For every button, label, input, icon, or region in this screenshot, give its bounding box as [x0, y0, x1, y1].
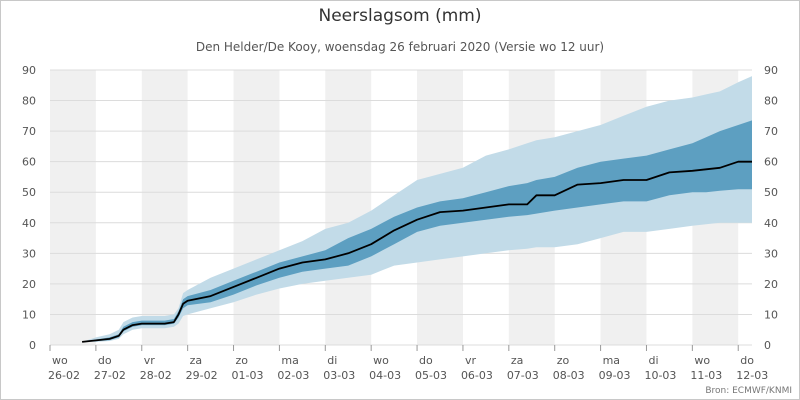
x-tick-day: zo: [236, 354, 249, 367]
day-stripe: [325, 70, 372, 345]
x-tick-date: 26-02: [48, 369, 80, 382]
inner-band: [82, 120, 753, 342]
x-tick-day: wo: [373, 354, 389, 367]
x-tick-day: ma: [603, 354, 620, 367]
x-tick-date: 07-03: [507, 369, 539, 382]
x-tick-day: za: [511, 354, 524, 367]
chart-title: Neerslagsom (mm): [318, 6, 482, 26]
chart-subtitle: Den Helder/De Kooy, woensdag 26 februari…: [195, 40, 605, 54]
x-tick-date: 10-03: [644, 369, 676, 382]
day-stripe: [50, 70, 96, 345]
y-tick-label: 0: [29, 339, 36, 352]
y-tick-label: 50: [22, 186, 36, 199]
y-tick-label: 80: [22, 95, 36, 108]
x-tick-day: wo: [694, 354, 710, 367]
y-tick-label-right: 10: [764, 308, 778, 321]
x-tick-day: di: [648, 354, 658, 367]
x-tick-day: do: [419, 354, 433, 367]
y-tick-label: 70: [22, 125, 36, 138]
x-tick-date: 08-03: [553, 369, 585, 382]
x-tick-date: 09-03: [599, 369, 631, 382]
x-tick-day: za: [190, 354, 203, 367]
x-tick-date: 04-03: [369, 369, 401, 382]
x-tick-date: 06-03: [461, 369, 493, 382]
x-tick-day: vr: [144, 354, 156, 367]
y-tick-label-right: 60: [764, 156, 778, 169]
y-tick-label-right: 70: [764, 125, 778, 138]
x-tick-date: 03-03: [323, 369, 355, 382]
x-tick-date: 11-03: [690, 369, 722, 382]
x-tick-date: 05-03: [415, 369, 447, 382]
day-stripe: [141, 70, 188, 345]
y-tick-label: 20: [22, 278, 36, 291]
y-axis-left: 0 10 20 30 40 50 60 70 80 90: [22, 64, 36, 352]
y-tick-label-right: 40: [764, 217, 778, 230]
x-tick-day: di: [327, 354, 337, 367]
x-axis: wo 26-02 do 27-02 vr 28-02 za 29-02 zo 01-03 ma 02-…: [48, 345, 768, 382]
x-tick-day: do: [740, 354, 754, 367]
y-tick-label-right: 30: [764, 247, 778, 260]
y-tick-label: 30: [22, 247, 36, 260]
x-tick-date: 28-02: [140, 369, 172, 382]
x-tick-day: zo: [557, 354, 570, 367]
y-tick-label-right: 90: [764, 64, 778, 77]
y-tick-label: 40: [22, 217, 36, 230]
x-tick-day: vr: [465, 354, 477, 367]
y-tick-label: 60: [22, 156, 36, 169]
y-tick-label: 10: [22, 308, 36, 321]
x-tick-date: 27-02: [94, 369, 126, 382]
x-tick-day: do: [98, 354, 112, 367]
y-tick-label-right: 50: [764, 186, 778, 199]
x-tick-date: 12-03: [736, 369, 768, 382]
y-axis-right: 0 10 20 30 40 50 60 70 80 90: [764, 64, 778, 352]
x-tick-day: ma: [281, 354, 298, 367]
x-tick-date: 01-03: [232, 369, 264, 382]
y-tick-label: 90: [22, 64, 36, 77]
x-tick-date: 29-02: [186, 369, 218, 382]
y-tick-label-right: 20: [764, 278, 778, 291]
x-tick-day: wo: [52, 354, 68, 367]
source-credit: Bron: ECMWF/KNMI: [705, 386, 792, 396]
median-line: [82, 160, 752, 343]
x-tick-date: 02-03: [277, 369, 309, 382]
day-stripe: [233, 70, 280, 345]
y-tick-label-right: 0: [764, 339, 771, 352]
y-tick-label-right: 80: [764, 95, 778, 108]
